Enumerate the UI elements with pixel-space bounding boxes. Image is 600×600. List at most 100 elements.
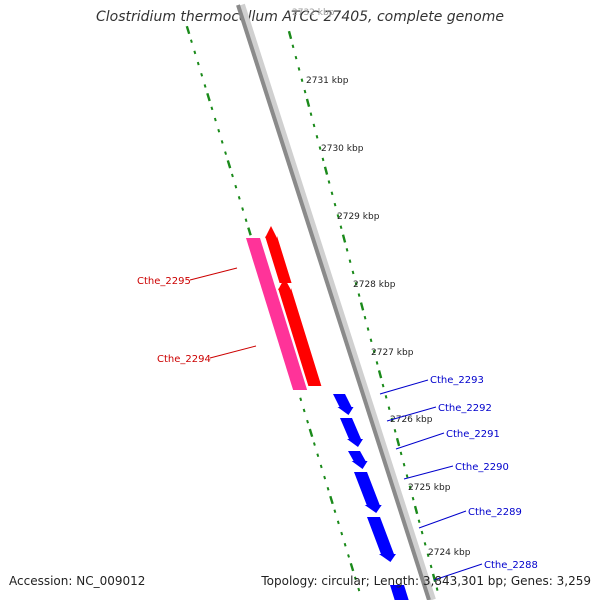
outer-tick [241, 207, 245, 211]
backbone-line [236, 4, 431, 600]
outer-tick [230, 173, 234, 178]
outer-tick [340, 531, 344, 536]
inner-tick [348, 259, 352, 263]
outer-tick [244, 218, 248, 223]
outer-tick [206, 92, 211, 102]
gene-label: Cthe_2295 [137, 276, 191, 287]
inner-tick [357, 293, 361, 297]
kbp-label: 2726 kbp [390, 415, 433, 425]
gene-leader-line [403, 465, 454, 480]
gene-cthe-2294-b [278, 278, 322, 386]
kbp-label: 2729 kbp [337, 212, 380, 222]
inner-tick [351, 270, 355, 275]
inner-tick [399, 451, 403, 456]
inner-tick [435, 587, 439, 591]
outer-tick [224, 151, 227, 155]
outer-tick [347, 554, 350, 558]
gene-label: Cthe_2294 [157, 354, 211, 365]
gene-label: Cthe_2290 [455, 462, 509, 473]
kbp-label: 2728 kbp [353, 280, 396, 290]
gene-cthe-2291 [348, 451, 368, 469]
inner-tick [402, 462, 406, 467]
inner-tick [417, 519, 421, 524]
inner-tick [420, 530, 424, 535]
outer-tick [302, 408, 306, 413]
gene-leader-line [386, 406, 437, 422]
inner-tick [303, 89, 307, 94]
inner-tick [384, 395, 388, 399]
kbp-label: 2725 kbp [408, 483, 451, 493]
outer-tick [323, 475, 327, 480]
outer-tick [343, 542, 347, 547]
gene-cthe-2293 [333, 394, 354, 415]
genome-backbone [236, 3, 436, 600]
inner-tick [429, 564, 433, 569]
outer-tick [226, 160, 232, 169]
outer-tick [333, 509, 337, 514]
gene-cthe-2289 [367, 517, 396, 562]
outer-tick [220, 140, 224, 144]
gene-leader-line [395, 432, 445, 450]
outer-tick [193, 50, 197, 55]
inner-tick-track [287, 30, 439, 591]
inner-tick [354, 281, 358, 286]
outer-tick [247, 227, 252, 236]
inner-tick [330, 191, 334, 196]
gene-cthe-2295 [246, 238, 308, 390]
gene-label: Cthe_2292 [438, 403, 492, 414]
inner-tick [375, 361, 379, 365]
outer-tick [217, 128, 221, 133]
gene-label: Cthe_2288 [484, 560, 538, 571]
inner-tick [405, 474, 409, 478]
kbp-label: 2724 kbp [428, 548, 471, 558]
outer-tick [336, 520, 340, 525]
outer-tick [357, 587, 361, 592]
gene-features [246, 226, 409, 600]
inner-tick [431, 573, 437, 582]
kbp-labels: 2732 kbp 2731 kbp 2730 kbp 2729 kbp 2728 kbp… [292, 8, 471, 558]
inner-tick [345, 248, 349, 252]
backbone-shadow [237, 3, 436, 600]
inner-tick [363, 315, 367, 320]
gene-label: Cthe_2293 [430, 375, 484, 386]
inner-tick [305, 98, 311, 108]
outer-tick [299, 397, 303, 402]
outer-tick [312, 442, 316, 446]
inner-tick [426, 553, 430, 557]
inner-tick [366, 327, 370, 331]
outer-tick [237, 196, 241, 200]
inner-tick [381, 383, 385, 388]
kbp-label: 2732 kbp [292, 8, 335, 18]
inner-tick [413, 505, 419, 515]
inner-tick [336, 214, 340, 218]
inner-tick [321, 157, 325, 162]
outer-tick [308, 428, 314, 438]
inner-tick [393, 428, 397, 433]
gene-leader-line [189, 267, 238, 281]
kbp-label: 2731 kbp [306, 76, 349, 86]
inner-tick [423, 542, 427, 546]
outer-tick [329, 495, 334, 505]
outer-tick [213, 117, 217, 122]
inner-tick [300, 78, 304, 83]
kbp-label: 2730 kbp [321, 144, 364, 154]
gene-cthe-2290 [354, 472, 382, 513]
inner-tick [297, 67, 301, 71]
outer-tick [210, 106, 214, 111]
outer-tick [234, 184, 238, 189]
inner-tick [387, 406, 391, 410]
outer-tick [306, 419, 309, 424]
inner-tick [408, 485, 412, 490]
outer-tick [200, 72, 204, 77]
gene-leader-line [433, 563, 483, 581]
gene-cthe-2294-a [265, 226, 292, 283]
gene-cthe-2292 [340, 418, 363, 447]
outer-tick [189, 39, 193, 44]
outer-tick [196, 61, 200, 66]
outer-tick [316, 453, 320, 458]
inner-tick [341, 234, 347, 243]
inner-tick [291, 44, 295, 49]
inner-tick [377, 370, 383, 379]
gene-leader-line [379, 379, 429, 395]
inner-tick [323, 166, 329, 175]
